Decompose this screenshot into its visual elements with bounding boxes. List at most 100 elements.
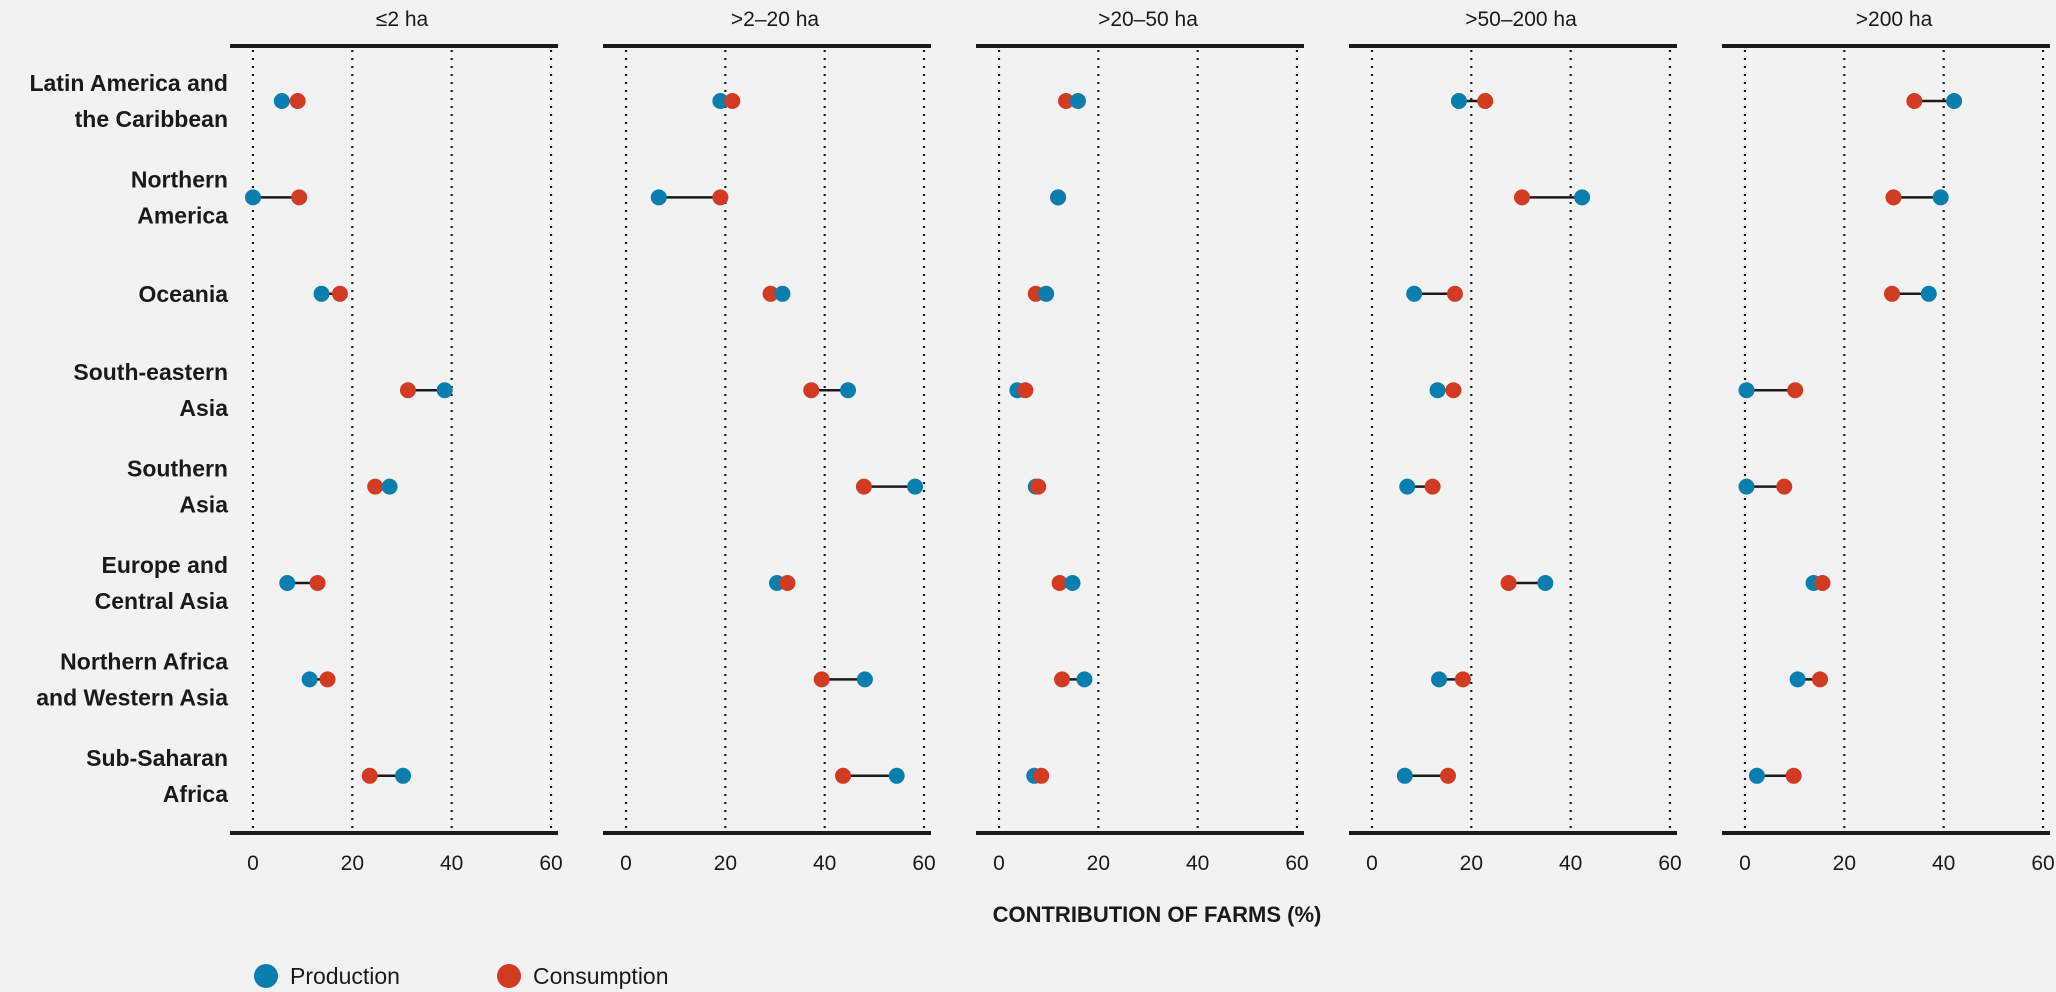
consumption-dot [1051,575,1068,591]
panels: ≤2 ha 0 20 40 60 >2–20 ha 0 20 40 60 >20–50 ha 0 20 4… [230,8,2055,875]
region-label: Southern Asia [127,456,228,518]
panel-title: >2–20 ha [731,8,819,31]
region-label-line: the Caribbean [75,106,228,132]
panel: ≤2 ha 0 20 40 60 [230,8,563,875]
x-tick-label: 0 [1366,852,1378,875]
production-dot [394,767,411,784]
x-tick-label: 60 [2031,852,2054,875]
region-label-line: Northern [131,166,228,192]
region-label-line: and Western Asia [36,684,228,710]
consumption-dot [1811,671,1828,688]
region-label-line: Central Asia [95,588,229,614]
production-dot [840,382,857,399]
legend-production-marker [254,964,278,988]
x-tick-label: 60 [539,852,562,875]
production-dot [1050,189,1067,206]
region-label: Europe and Central Asia [95,552,229,614]
production-dot [279,575,296,591]
consumption-dot [1477,93,1494,109]
consumption-dot [1033,767,1050,784]
production-dot [888,767,905,784]
production-dot [1738,478,1755,495]
panel: >20–50 ha 0 20 40 60 [976,8,1309,875]
consumption-dot [1017,382,1034,399]
consumption-dot [1439,767,1456,784]
x-tick-label: 40 [440,852,463,875]
region-label-line: Southern [127,456,228,482]
consumption-dot [289,93,306,109]
consumption-dot [367,478,384,495]
production-dot [856,671,873,688]
consumption-dot [399,382,416,399]
production-dot [774,285,791,302]
x-tick-label: 20 [714,852,737,875]
production-dot [1406,285,1423,302]
consumption-dot [1906,93,1923,109]
x-tick-label: 20 [1087,852,1110,875]
x-tick-label: 40 [1186,852,1209,875]
x-tick-label: 40 [813,852,836,875]
consumption-dot [779,575,796,591]
production-dot [1396,767,1413,784]
x-tick-label: 20 [341,852,364,875]
production-dot [1450,93,1467,109]
consumption-dot [1785,767,1802,784]
panel-title: >50–200 ha [1465,8,1577,31]
consumption-dot [1054,671,1071,688]
region-label: South-eastern Asia [73,359,228,421]
panel-title: >20–50 ha [1098,8,1198,31]
legend-production-label: Production [290,963,400,989]
production-dot [1429,382,1446,399]
production-dot [313,285,330,302]
consumption-dot [1058,93,1075,109]
consumption-dot [1776,478,1793,495]
consumption-dot [1787,382,1804,399]
region-label: Northern Africa and Western Asia [36,648,228,710]
consumption-dot [1500,575,1517,591]
x-tick-label: 20 [1833,852,1856,875]
production-dot [1789,671,1806,688]
region-label-line: Africa [163,781,228,807]
production-dot [1431,671,1448,688]
consumption-dot [835,767,852,784]
production-dot [1038,285,1055,302]
region-label: Oceania [139,281,229,307]
production-dot [650,189,667,206]
region-label-line: Northern Africa [60,648,228,674]
production-dot [1076,671,1093,688]
x-tick-label: 0 [1739,852,1751,875]
x-tick-label: 60 [1658,852,1681,875]
consumption-dot [291,189,308,206]
region-label-line: South-eastern [73,359,228,385]
region-label-line: Latin America and [29,70,228,96]
x-tick-label: 0 [620,852,632,875]
production-dot [301,671,318,688]
consumption-dot [724,93,741,109]
production-dot [1738,382,1755,399]
panel: >2–20 ha 0 20 40 60 [603,8,936,875]
region-label: Northern America [131,166,228,228]
production-dot [1574,189,1591,206]
production-dot [1748,767,1765,784]
region-label-line: Sub-Saharan [86,745,228,771]
production-dot [712,93,729,109]
legend: Production Consumption [254,963,669,989]
consumption-dot [1884,285,1901,302]
consumption-dot [1454,671,1471,688]
consumption-dot [1030,478,1047,495]
consumption-dot [1885,189,1902,206]
production-dot [1399,478,1416,495]
production-dot [1932,189,1949,206]
consumption-dot [331,285,348,302]
region-label: Latin America and the Caribbean [29,70,228,132]
x-tick-label: 40 [1932,852,1955,875]
x-axis-label: CONTRIBUTION OF FARMS (%) [993,902,1322,927]
region-label-line: Asia [179,395,228,421]
consumption-dot [1445,382,1462,399]
panel: >200 ha 0 20 40 60 [1722,8,2055,875]
production-dot [907,478,924,495]
region-label-line: Asia [179,492,228,518]
region-labels: Latin America and the Caribbean Northern Am… [29,70,228,807]
production-dot [1064,575,1081,591]
consumption-dot [803,382,820,399]
